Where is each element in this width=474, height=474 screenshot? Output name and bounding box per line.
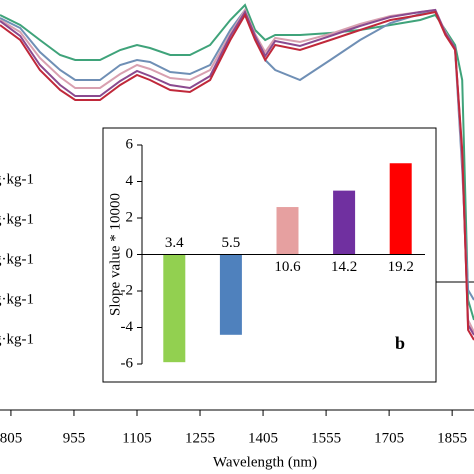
spectrum-line [0,10,474,341]
x-tick-label: 1405 [248,430,278,446]
x-axis-label: Wavelength (nm) [213,454,317,470]
category-label: 5.5 [222,235,241,251]
y-tick-label: 0 [126,246,134,262]
panel-label: b [395,333,405,353]
bar [219,254,242,335]
x-tick-label: 1555 [311,430,341,446]
legend-label: g·kg-1 [0,171,34,187]
main-chart: g·kg-1 g·kg-1 g·kg-1 g·kg-1 g·kg-1 805 955 1105… [0,3,474,470]
x-tick-label: 1255 [185,430,215,446]
legend-label: g·kg-1 [0,331,34,347]
bar [163,254,186,363]
y-tick-label: -2 [121,282,134,298]
x-tick-label: 1105 [122,430,151,446]
category-label: 3.4 [165,235,184,251]
x-tick-label: 1855 [437,430,467,446]
y-axis-label: Slope value * 10000 [107,193,123,316]
legend-label: g·kg-1 [0,251,34,267]
legend-label: g·kg-1 [0,211,34,227]
category-label: 10.6 [274,259,301,275]
y-tick-label: 6 [126,136,134,152]
category-label: 14.2 [331,259,357,275]
y-tick-label: 2 [126,209,134,225]
bar [333,190,356,255]
y-tick-label: 4 [126,173,134,189]
series-group [0,3,474,341]
y-tick-label: -6 [121,355,134,371]
x-tick-label: 1705 [374,430,404,446]
x-tick-label: 805 [0,430,22,446]
bar [389,163,412,255]
category-label: 19.2 [388,259,414,275]
legend-label: g·kg-1 [0,291,34,307]
y-tick-label: -4 [121,319,134,335]
bar [276,207,299,255]
x-tick-label: 955 [63,430,86,446]
inset-chart: -6 -4 -2 0 2 4 6 Slope value * 10000 3.4 5.5 10.6 1… [102,127,437,383]
